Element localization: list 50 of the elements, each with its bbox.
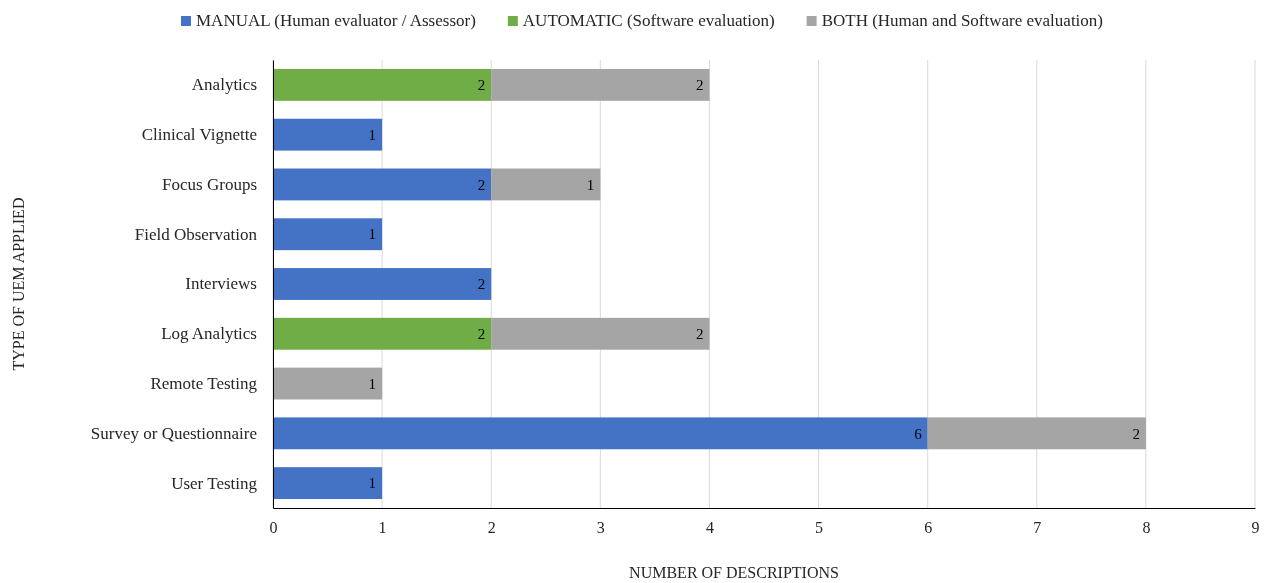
bar [273,118,383,151]
bar [273,268,492,300]
x-tick-label: 8 [1142,519,1151,537]
y-tick-label: Remote Testing [150,374,258,393]
y-tick-label: Analytics [191,75,257,95]
x-tick-label: 2 [487,519,496,537]
data-label: 2 [695,77,704,94]
data-label: 1 [368,475,377,492]
x-tick-label: 5 [815,519,824,537]
data-label: 1 [368,226,377,243]
bar [491,68,710,101]
data-label: 2 [477,176,486,193]
data-label: 6 [914,425,923,442]
bar [273,417,928,450]
y-tick-label: Survey or Questionnaire [90,423,257,443]
data-label: 1 [368,375,377,392]
bar [273,168,492,201]
y-tick-label: Interviews [185,274,257,294]
data-label: 2 [1132,425,1140,442]
data-label: 2 [477,77,486,94]
y-axis-title: TYPE OF UEM APPLIED [10,197,27,371]
y-tick-label: Focus Groups [162,174,257,194]
x-tick-label: 1 [378,519,387,537]
bar [491,168,601,201]
bar [273,317,492,350]
legend-label: MANUAL (Human evaluator / Assessor) [196,10,476,30]
y-tick-label: Field Observation [134,224,258,244]
x-tick-label: 4 [705,519,714,537]
data-label: 2 [477,276,486,293]
bar [491,317,710,350]
x-tick-label: 3 [596,519,605,537]
bar [273,68,492,101]
legend-label: AUTOMATIC (Software evaluation) [522,10,775,30]
x-axis-title: NUMBER OF DESCRIPTIONS [629,564,839,581]
x-tick-label: 6 [924,519,933,537]
x-tick-label: 7 [1033,519,1042,537]
bar [273,367,383,400]
y-tick-label: Clinical Vignette [141,125,257,145]
legend-label: BOTH (Human and Software evaluation) [821,10,1103,30]
x-tick-label: 9 [1251,519,1260,537]
data-label: 2 [695,326,704,343]
x-tick-label: 0 [269,519,278,537]
data-label: 1 [368,126,377,143]
bar [927,417,1146,450]
data-label: 1 [586,176,595,193]
y-tick-label: User Testing [171,473,258,493]
bar [273,218,383,251]
bar [273,467,383,500]
data-label: 2 [477,326,486,343]
y-tick-label: Log Analytics [161,324,257,344]
